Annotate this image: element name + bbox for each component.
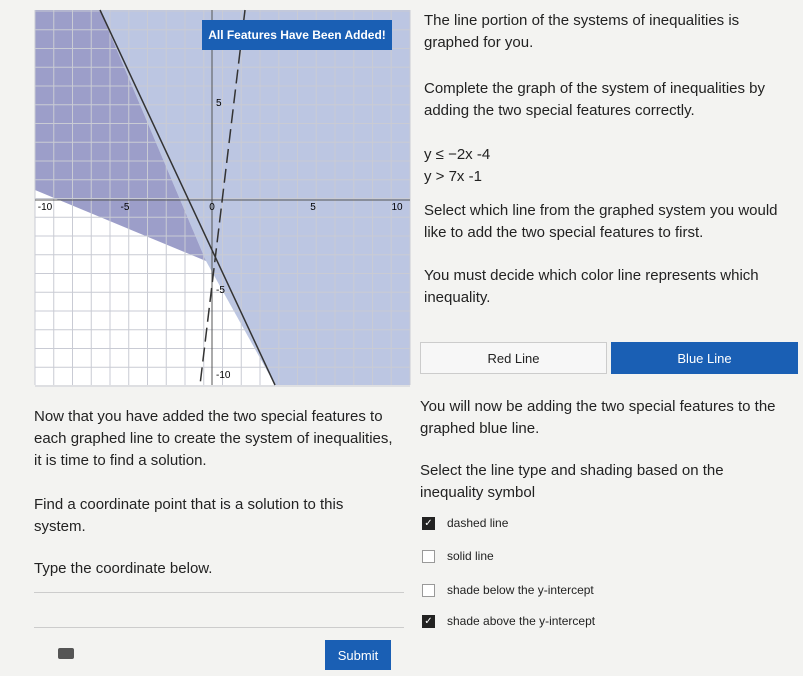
option-label: shade below the y-intercept — [447, 583, 594, 597]
keyboard-icon[interactable] — [58, 648, 74, 659]
adding: You will now be adding the two special f… — [420, 398, 776, 437]
submit-button[interactable]: Submit — [325, 640, 391, 670]
y-tick-label: -5 — [216, 285, 225, 296]
x-tick-label: 10 — [391, 202, 403, 213]
x-tick-label: -10 — [38, 202, 53, 213]
red-line-button[interactable]: Red Line — [420, 342, 607, 374]
option-label: shade above the y-intercept — [447, 614, 596, 628]
select-type: Select the line type and shading based o… — [420, 462, 724, 501]
checkbox[interactable] — [422, 583, 435, 597]
type-prompt: Type the coordinate below. — [34, 560, 213, 577]
checkbox[interactable]: ✓ — [422, 614, 435, 628]
coordinate-input[interactable] — [34, 592, 404, 628]
graph: All Features Have Been Added! -10 -5 0 5 10 5… — [34, 9, 411, 387]
x-tick-label: -5 — [121, 202, 130, 213]
option[interactable]: solid line — [422, 549, 494, 563]
line-red — [99, 9, 276, 386]
x-tick-label: 5 — [310, 202, 316, 213]
option-label: solid line — [447, 549, 494, 563]
banner-bg — [202, 20, 392, 50]
option-label: dashed line — [447, 516, 509, 530]
solution-intro: Now that you have added the two special … — [34, 408, 393, 469]
y-tick-label: -10 — [216, 370, 231, 381]
task: Complete the graph of the system of ineq… — [424, 80, 766, 119]
y-tick-label: 5 — [216, 98, 222, 109]
checkbox[interactable]: ✓ — [422, 516, 435, 530]
blue-line-button[interactable]: Blue Line — [611, 342, 798, 374]
select-line: Select which line from the graphed syste… — [424, 202, 778, 241]
find: Find a coordinate point that is a soluti… — [34, 496, 344, 535]
decide: You must decide which color line represe… — [424, 267, 759, 306]
option[interactable]: ✓ dashed line — [422, 516, 508, 530]
line-blue — [199, 9, 246, 386]
checkbox[interactable] — [422, 549, 435, 563]
inequality: y ≤ −2x -4 — [424, 146, 491, 163]
shaded-region — [100, 10, 410, 385]
intro: The line portion of the systems of inequ… — [424, 12, 740, 51]
inequality: y > 7x -1 — [424, 168, 482, 185]
option[interactable]: shade below the y-intercept — [422, 583, 594, 597]
banner: All Features Have Been Added! — [208, 28, 386, 42]
x-tick-label: 0 — [209, 202, 215, 213]
option[interactable]: ✓ shade above the y-intercept — [422, 614, 595, 628]
